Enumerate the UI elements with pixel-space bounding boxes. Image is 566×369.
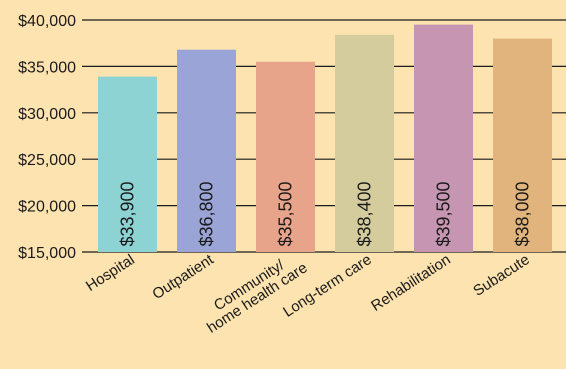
- bar: [256, 61, 315, 253]
- bar: [335, 34, 394, 253]
- y-tick-label: $20,000: [18, 199, 76, 216]
- bar-value-label: $35,500: [276, 181, 296, 246]
- bar: [414, 24, 473, 252]
- bars: [98, 24, 552, 253]
- y-tick-label: $40,000: [18, 13, 76, 30]
- bar-value-label: $38,000: [513, 181, 533, 246]
- bar-value-label: $33,900: [118, 181, 138, 246]
- gridlines: [82, 19, 566, 253]
- bar: [98, 76, 157, 252]
- bar-value-label: $39,500: [434, 181, 454, 246]
- y-tick-label: $35,000: [18, 59, 76, 76]
- bar-value-labels: $33,900 $36,800 $35,500 $38,400 $39,500 $38,0…: [118, 181, 533, 246]
- bar: [493, 38, 552, 253]
- y-tick-label: $15,000: [18, 245, 76, 262]
- y-tick-label: $25,000: [18, 152, 76, 169]
- bar-value-label: $38,400: [355, 181, 375, 246]
- bar: [177, 49, 236, 252]
- bar-value-label: $36,800: [197, 181, 217, 246]
- y-tick-label: $30,000: [18, 106, 76, 123]
- y-axis-tick-labels: $15,000 $20,000 $25,000 $30,000 $35,000 $40,0…: [18, 13, 76, 262]
